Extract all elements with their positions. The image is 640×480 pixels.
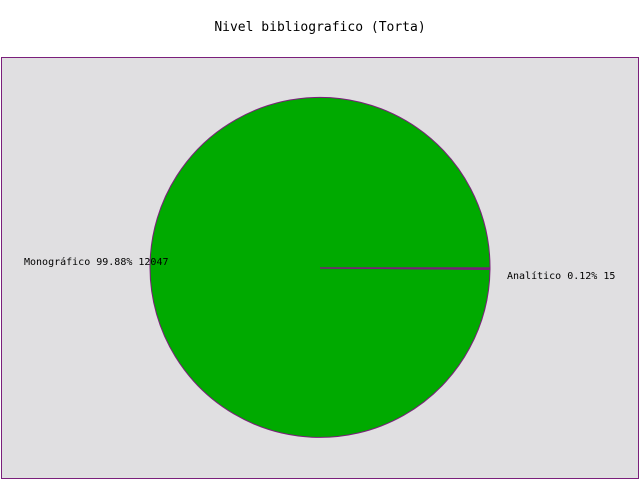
chart-title: Nivel bibliografico (Torta)	[214, 20, 426, 35]
slice-label-1: Monográfico 99.88% 12047	[24, 256, 169, 268]
slice-label-2: Analítico 0.12% 15	[507, 270, 615, 282]
